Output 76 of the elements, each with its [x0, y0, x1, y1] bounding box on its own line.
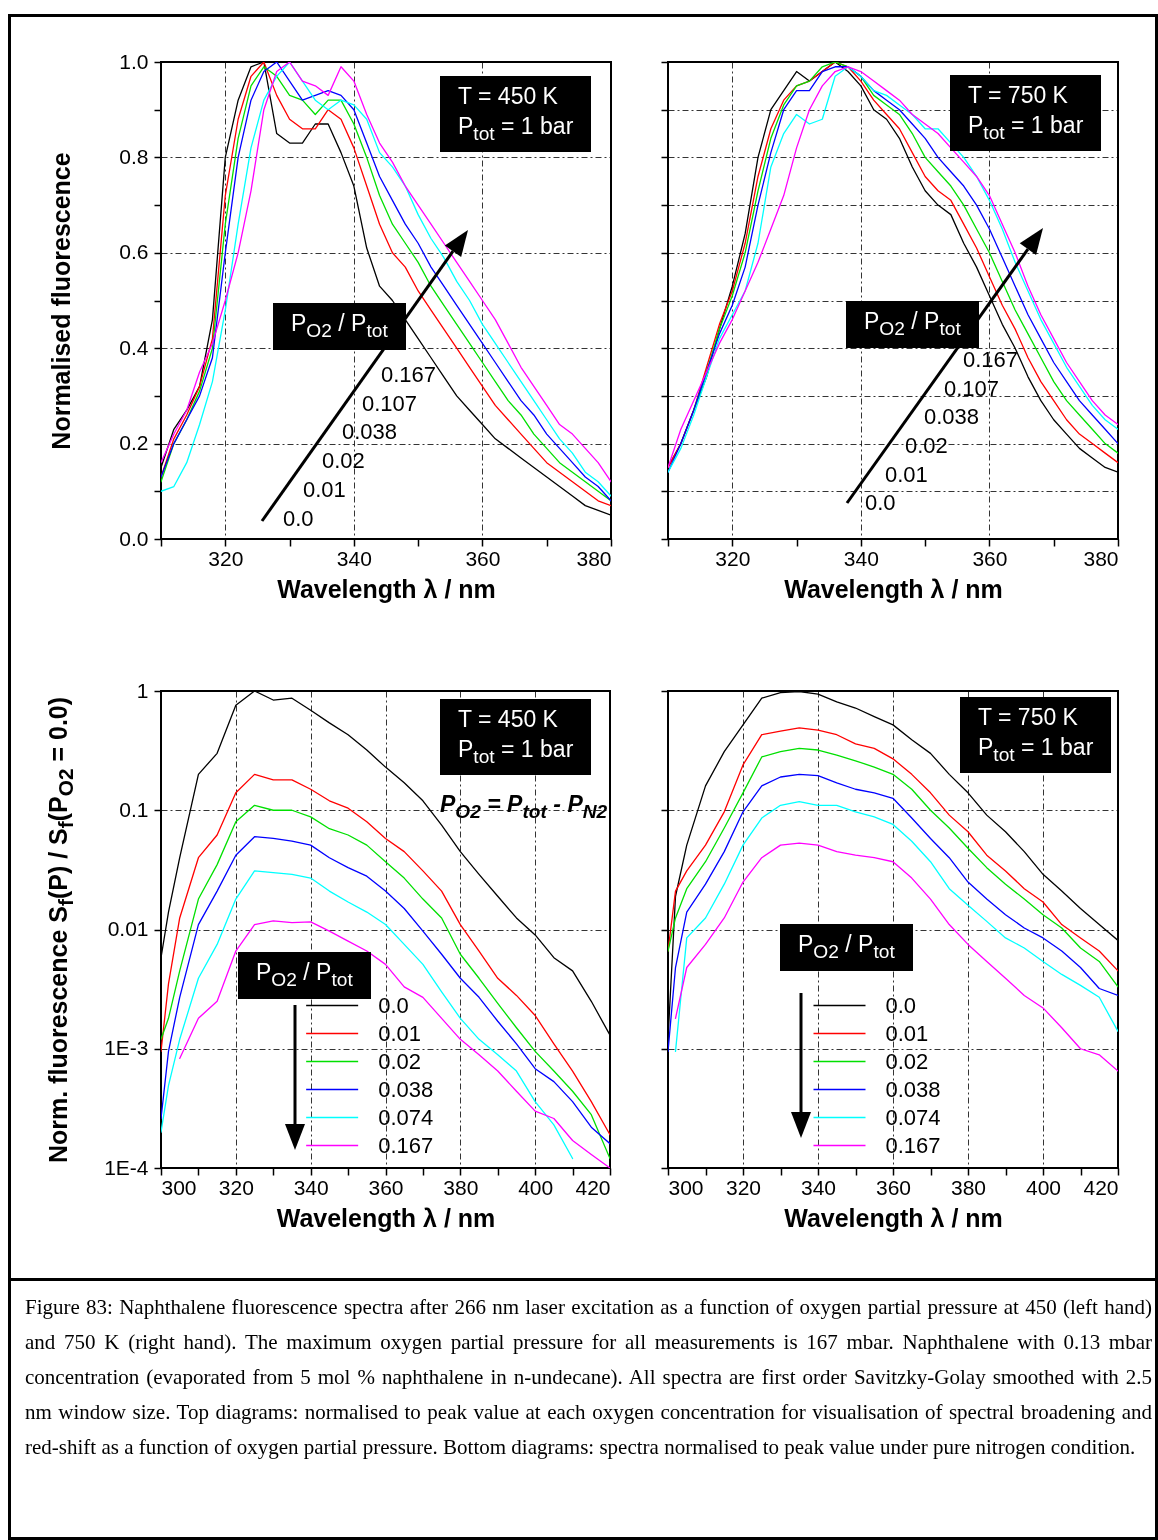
legend-label: 0.074 — [378, 1104, 434, 1130]
annotation: P$_{O2}$ / P$_{tot}$ — [273, 303, 406, 350]
annotation: 0.0 — [865, 490, 896, 516]
x-tick-label: 360 — [368, 1175, 404, 1199]
x-tick-label: 300 — [668, 1175, 704, 1199]
x-tick-label: 360 — [972, 546, 1008, 570]
annotation: 0.01 — [303, 477, 346, 503]
annotation: 0.038 — [342, 419, 398, 445]
annotation: T = 450 K — [458, 83, 558, 109]
legend-label: 0.038 — [378, 1076, 434, 1102]
x-tick-label: 380 — [443, 1175, 479, 1199]
legend-label: 0.01 — [378, 1020, 421, 1046]
y-tick-label: 1.0 — [119, 49, 149, 73]
y-tick-label: 0.6 — [119, 240, 149, 264]
annotation: T = 750 K — [978, 704, 1078, 730]
x-tick-label: 420 — [575, 1175, 611, 1199]
y-axis-title: Normalised fluorescence — [46, 151, 76, 450]
y-tick-label: 0.01 — [107, 917, 149, 940]
legend-label: 0.0 — [885, 992, 917, 1018]
y-tick-label: 0.4 — [119, 335, 149, 359]
legend-label: 0.0 — [378, 992, 409, 1018]
annotation: P$_{tot}$ = 1 bar — [968, 111, 1084, 143]
annotation: 0.107 — [944, 376, 1000, 402]
x-tick-label: 400 — [1025, 1175, 1062, 1199]
x-tick-label: 320 — [208, 546, 244, 570]
x-axis-title: Wavelength λ / nm — [276, 1203, 496, 1232]
caption: Figure 83: Naphthalene fluorescence spectra after 266 nm laser excitation as a function of oxygen partial pressure at 450 (left hand) and 750 K (right hand). The maximum oxygen partial pressure for all measurements is 167 mbar. Naphthalene with 0.13 mbar concentration (evaporated from 5 mol % naphthalene in n-undecane). All spectra are first order Savitzky-Golay smoothed with 2.5 nm window size. Top diagrams: normalised to peak value at each oxygen concentration for visualisation of spectral broadening and red-shift as a function of oxygen partial pressure. Bottom diagrams: spectra normalised to peak value under pure nitrogen condition. — [25, 1294, 1152, 1461]
legend-label: 0.01 — [885, 1020, 929, 1046]
y-tick-label: 0.0 — [119, 526, 149, 550]
x-tick-label: 380 — [1083, 546, 1119, 570]
x-axis-title: Wavelength λ / nm — [784, 1203, 1003, 1232]
annotation: P$_{tot}$ = 1 bar — [978, 733, 1094, 765]
legend-label: 0.074 — [885, 1104, 941, 1130]
annotation: T = 450 K — [458, 706, 558, 732]
y-tick-label: 1E-4 — [104, 1155, 149, 1179]
x-tick-label: 340 — [336, 546, 372, 570]
legend-label: 0.038 — [885, 1076, 941, 1102]
x-tick-label: 320 — [725, 1175, 762, 1199]
annotation: 0.107 — [362, 391, 418, 417]
annotation: P$_{O2}$ = P$_{tot}$ - P$_{N2}$ — [440, 791, 608, 823]
x-tick-label: 340 — [800, 1175, 837, 1199]
x-axis-title: Wavelength λ / nm — [784, 574, 1003, 603]
annotation: P$_{tot}$ = 1 bar — [458, 112, 574, 144]
legend-label: 0.02 — [378, 1048, 421, 1074]
annotation: P$_{tot}$ = 1 bar — [458, 735, 574, 767]
legend-title: P$_{O2}$ / P$_{tot}$ — [780, 924, 913, 971]
x-tick-label: 400 — [518, 1175, 554, 1199]
y-tick-label: 0.2 — [119, 431, 149, 455]
annotation: T = 750 K — [968, 82, 1068, 108]
x-axis-title: Wavelength λ / nm — [277, 574, 496, 603]
annotation: P$_{O2}$ / P$_{tot}$ — [846, 301, 979, 348]
legend-label: 0.02 — [885, 1048, 929, 1074]
legend-label: 0.167 — [885, 1132, 941, 1158]
legend-label: 0.167 — [378, 1132, 434, 1158]
y-tick-label: 1 — [136, 678, 149, 702]
x-tick-label: 360 — [875, 1175, 912, 1199]
y-tick-label: 0.1 — [119, 797, 149, 821]
x-tick-label: 420 — [1083, 1175, 1119, 1199]
x-tick-label: 380 — [950, 1175, 987, 1199]
x-tick-label: 320 — [715, 546, 751, 570]
legend-title: P$_{O2}$ / P$_{tot}$ — [238, 952, 371, 999]
x-tick-label: 340 — [293, 1175, 329, 1199]
annotation: 0.02 — [322, 448, 365, 474]
x-tick-label: 340 — [843, 546, 879, 570]
x-tick-label: 300 — [161, 1175, 197, 1199]
annotation: 0.167 — [381, 362, 437, 388]
x-tick-label: 380 — [576, 546, 612, 570]
annotation: 0.01 — [885, 462, 928, 488]
x-tick-label: 360 — [465, 546, 501, 570]
y-tick-label: 0.8 — [119, 144, 149, 168]
annotation: 0.02 — [905, 433, 948, 459]
annotation: 0.0 — [283, 506, 314, 532]
annotation: 0.038 — [924, 404, 980, 430]
y-tick-label: 1E-3 — [104, 1036, 149, 1060]
annotation: 0.167 — [963, 347, 1019, 373]
x-tick-label: 320 — [218, 1175, 254, 1199]
